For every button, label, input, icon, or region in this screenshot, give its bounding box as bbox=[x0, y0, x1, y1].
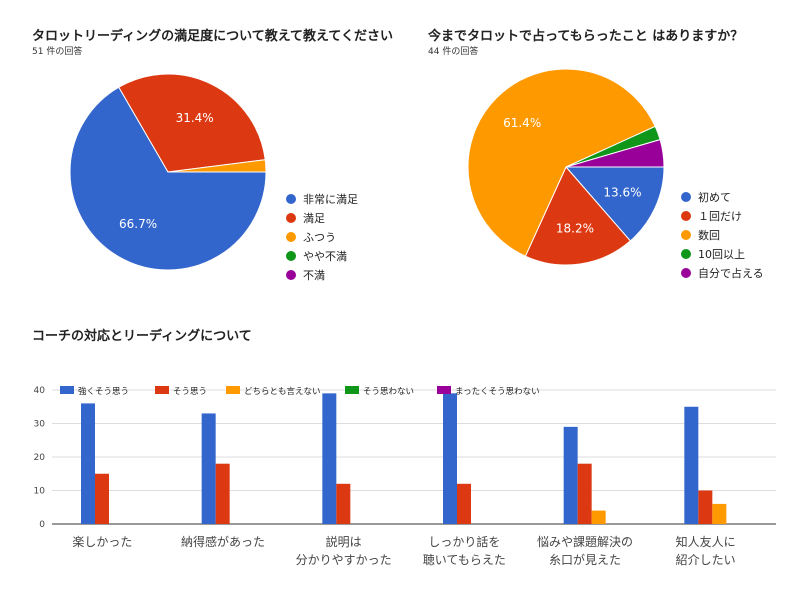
pie1-legend-label-3: やや不満 bbox=[303, 250, 347, 263]
bar-1-1 bbox=[215, 463, 230, 524]
pie2-legend-label-4: 自分で占える bbox=[698, 266, 764, 280]
pie2-legend-swatch-3 bbox=[681, 249, 691, 259]
pie1-legend-label-1: 満足 bbox=[303, 212, 325, 225]
bar-legend-label-1: そう思う bbox=[173, 387, 207, 397]
bar-2-1 bbox=[336, 483, 351, 524]
bar-0-1 bbox=[95, 473, 109, 524]
bar-0-0 bbox=[81, 403, 95, 524]
pie1-legend-swatch-0 bbox=[286, 194, 296, 204]
bar-category-4: 悩みや課題解決の糸口が見えた bbox=[537, 534, 633, 567]
bar-legend-label-0: 強くそう思う bbox=[78, 386, 129, 397]
pie1-legend-label-0: 非常に満足 bbox=[303, 193, 358, 206]
bar-ytick-4: 40 bbox=[34, 386, 46, 396]
bar-4-1 bbox=[577, 463, 592, 524]
bar-4-2 bbox=[591, 510, 606, 524]
pie1-legend-swatch-4 bbox=[286, 270, 296, 280]
pie1-subtitle: 51 件の回答 bbox=[32, 47, 83, 57]
pie2-slice-1 bbox=[524, 166, 632, 266]
pie2-legend-label-3: 10回以上 bbox=[698, 248, 745, 261]
bar-5-1 bbox=[698, 490, 713, 524]
pie1-legend-swatch-1 bbox=[286, 213, 296, 223]
bar-legend-swatch-3 bbox=[345, 386, 359, 394]
bar-category-3: しっかり話を聴いてもらえた bbox=[423, 534, 506, 567]
pie1-legend-label-4: 不満 bbox=[303, 269, 325, 282]
pie1-legend-swatch-3 bbox=[286, 251, 296, 261]
pie1-slice-0 bbox=[69, 86, 267, 271]
bar-1-0 bbox=[201, 413, 216, 524]
pie2-slice-4 bbox=[565, 139, 665, 168]
pie1-slice-2 bbox=[167, 159, 267, 173]
bar-legend-swatch-4 bbox=[437, 386, 451, 394]
bar-legend-label-4: まったくそう思わない bbox=[455, 387, 540, 397]
bar-5-0 bbox=[684, 406, 699, 524]
bar-legend-swatch-2 bbox=[226, 386, 240, 394]
pie2-legend-label-0: 初めて bbox=[698, 190, 731, 204]
bar-3-0 bbox=[443, 393, 457, 524]
bar-category-5: 知人友人に紹介したい bbox=[676, 535, 736, 567]
pie2-legend-label-2: 数回 bbox=[698, 229, 720, 242]
pie2-legend-swatch-1 bbox=[681, 211, 691, 221]
bar-2-0 bbox=[322, 393, 337, 524]
pie1-label-1: 31.4% bbox=[176, 111, 214, 125]
bar-ytick-0: 0 bbox=[39, 520, 45, 530]
pie2-subtitle: 44 件の回答 bbox=[428, 47, 479, 57]
bar-legend-swatch-1 bbox=[155, 386, 169, 394]
pie2-slice-0 bbox=[564, 166, 665, 242]
pie2-legend-swatch-2 bbox=[681, 230, 691, 240]
bar-ytick-3: 30 bbox=[34, 420, 46, 430]
pie2-title: 今までタロットで占ってもらったこと はありますか？ bbox=[428, 29, 744, 44]
pie2-label-2: 61.4% bbox=[503, 116, 541, 130]
bar-category-1: 納得感があった bbox=[181, 534, 265, 549]
bar-3-1 bbox=[457, 483, 471, 524]
bar-legend-label-3: そう思わない bbox=[363, 387, 414, 397]
bar-4-0 bbox=[563, 426, 578, 524]
bar-category-0: 楽しかった bbox=[72, 535, 132, 549]
pie2-label-0: 13.6% bbox=[603, 186, 641, 200]
bar-ytick-2: 20 bbox=[34, 453, 46, 463]
pie2-legend-swatch-4 bbox=[681, 268, 691, 278]
bar-category-2: 説明は分かりやすかった bbox=[296, 534, 392, 567]
pie2-label-1: 18.2% bbox=[556, 221, 594, 235]
bar-legend-label-2: どちらとも言えない bbox=[244, 386, 321, 397]
pie1-title: タロットリーディングの満足度について教えて教えてください bbox=[32, 29, 394, 44]
pie1-label-0: 66.7% bbox=[119, 217, 157, 231]
pie1-slice-1 bbox=[118, 73, 266, 173]
bar-ytick-1: 10 bbox=[34, 487, 46, 497]
bar-legend-swatch-0 bbox=[60, 386, 74, 394]
pie2-legend-label-1: １回だけ bbox=[698, 210, 742, 223]
pie1-legend-label-2: ふつう bbox=[303, 231, 336, 244]
pie2-slice-2 bbox=[467, 68, 656, 257]
bar-chart-title: コーチの対応とリーディングについて bbox=[32, 329, 252, 344]
pie2-legend-swatch-0 bbox=[681, 192, 691, 202]
bar-5-2 bbox=[712, 503, 727, 524]
pie1-legend-swatch-2 bbox=[286, 232, 296, 242]
